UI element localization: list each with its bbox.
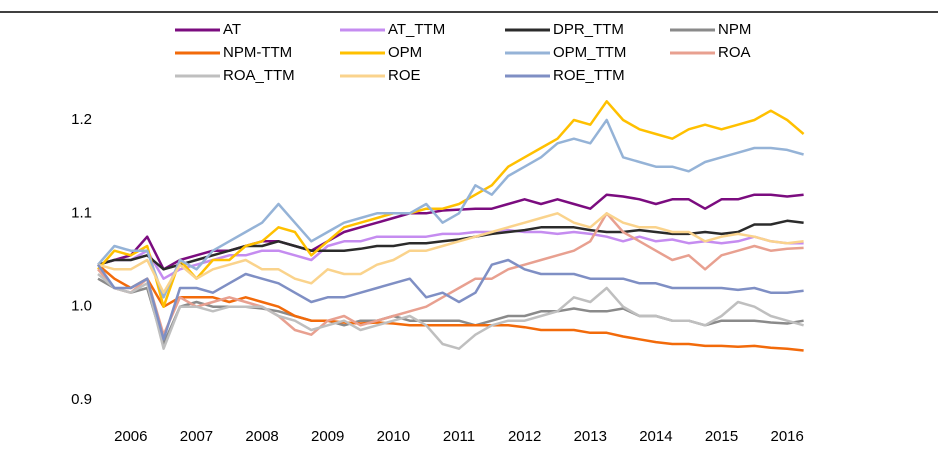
x-tick-label: 2006 bbox=[114, 428, 147, 445]
legend-label: ROE_TTM bbox=[553, 67, 625, 84]
legend-label: DPR_TTM bbox=[553, 21, 624, 38]
x-tick-label: 2016 bbox=[770, 428, 803, 445]
series-line bbox=[96, 258, 804, 341]
x-tick-label: 2015 bbox=[705, 428, 738, 445]
series-line bbox=[97, 263, 804, 352]
legend-label: AT bbox=[223, 21, 241, 38]
series-line bbox=[97, 193, 804, 271]
legend-label: AT_TTM bbox=[388, 21, 445, 38]
x-tick-label: 2010 bbox=[377, 428, 410, 445]
y-tick-label: 1.2 bbox=[71, 111, 92, 128]
legend-label: ROE bbox=[388, 67, 421, 84]
legend-label: ROA_TTM bbox=[223, 67, 295, 84]
series-line bbox=[97, 212, 804, 294]
x-tick-label: 2012 bbox=[508, 428, 541, 445]
x-tick-label: 2007 bbox=[180, 428, 213, 445]
legend-label: ROA bbox=[718, 44, 751, 61]
legend-label: OPM bbox=[388, 44, 422, 61]
series-line bbox=[97, 118, 804, 299]
legend-label: NPM-TTM bbox=[223, 44, 292, 61]
series-line bbox=[97, 100, 805, 308]
series-line bbox=[97, 219, 804, 271]
y-tick-label: 0.9 bbox=[71, 391, 92, 408]
x-tick-label: 2008 bbox=[245, 428, 278, 445]
x-tick-label: 2013 bbox=[574, 428, 607, 445]
legend-label: OPM_TTM bbox=[553, 44, 626, 61]
y-tick-label: 1.0 bbox=[71, 298, 92, 315]
series-line bbox=[97, 273, 804, 350]
y-tick-label: 1.1 bbox=[71, 204, 92, 221]
x-tick-label: 2014 bbox=[639, 428, 672, 445]
series-line bbox=[97, 212, 804, 336]
x-tick-label: 2009 bbox=[311, 428, 344, 445]
legend-label: NPM bbox=[718, 21, 751, 38]
x-tick-label: 2011 bbox=[443, 428, 475, 445]
